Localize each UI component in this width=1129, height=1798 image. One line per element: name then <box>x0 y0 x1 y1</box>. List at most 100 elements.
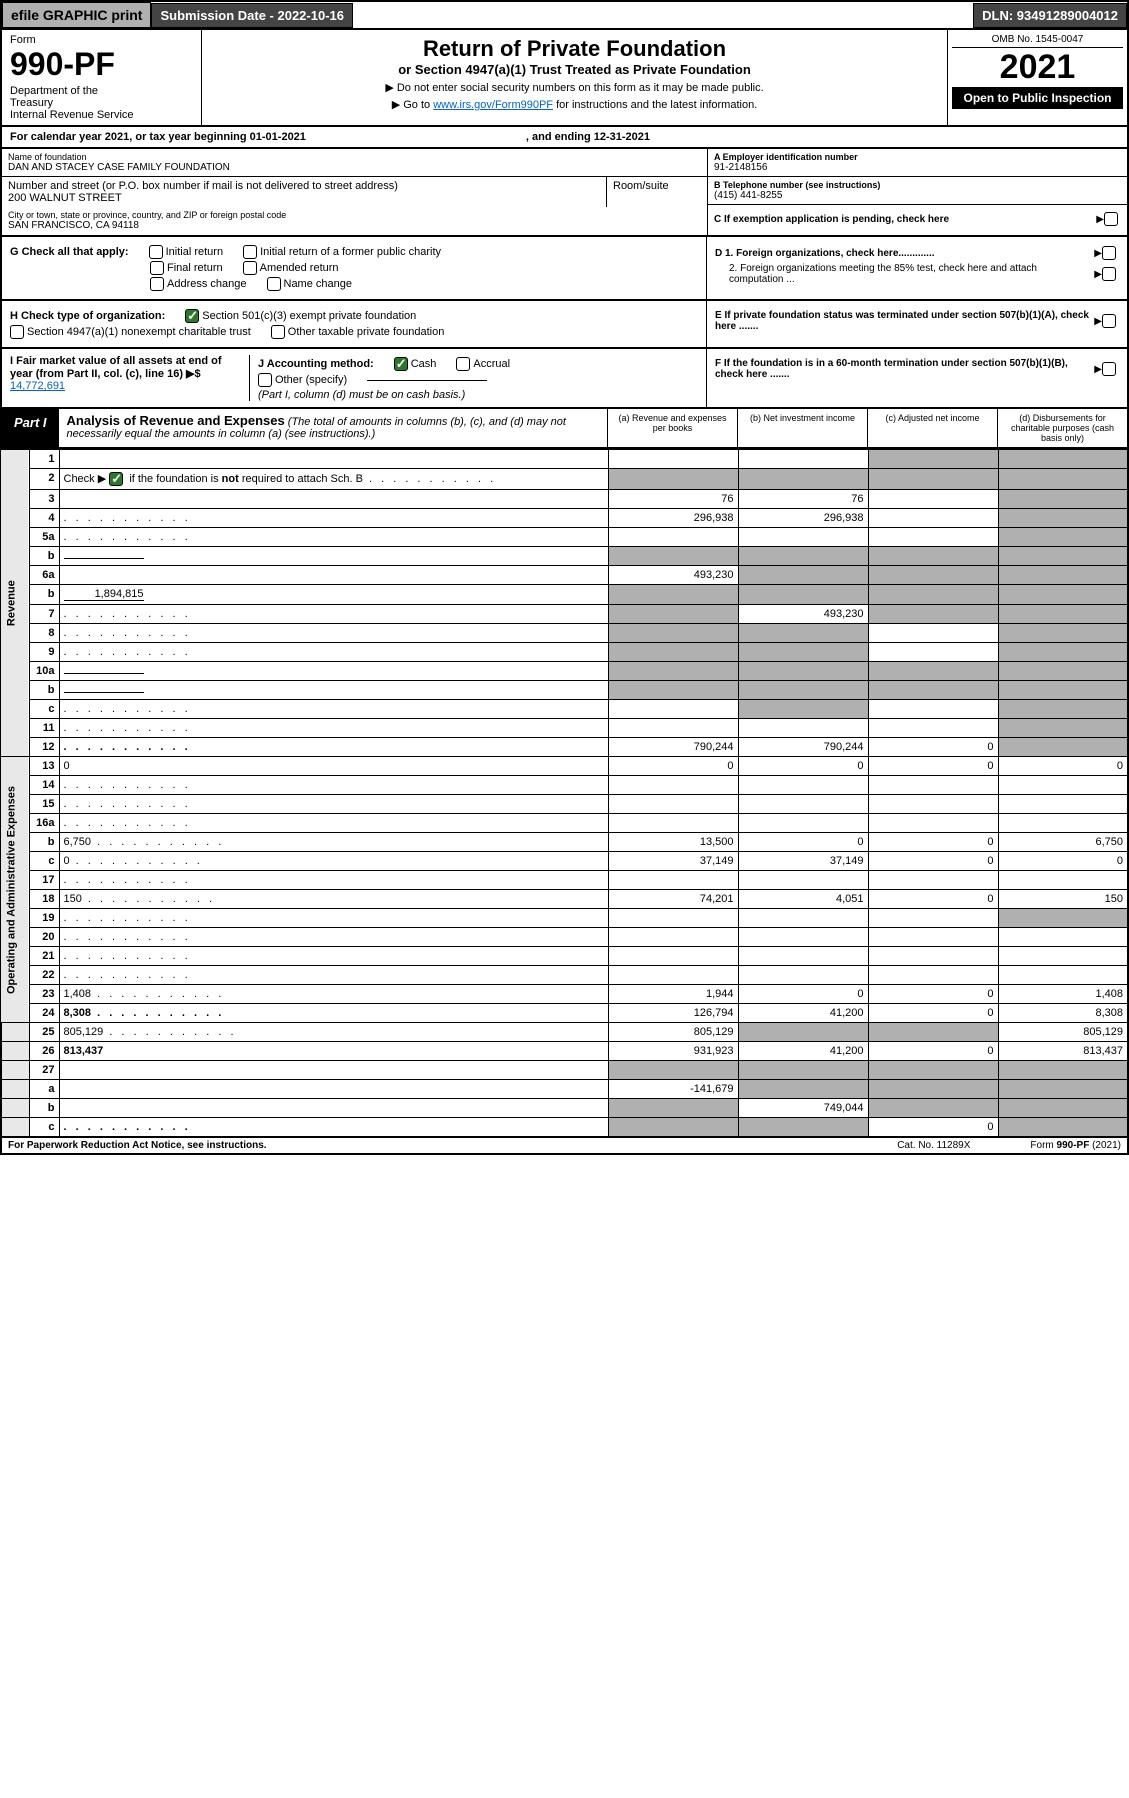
amount-cell <box>868 490 998 509</box>
amount-cell <box>868 624 998 643</box>
line-number: 8 <box>29 624 59 643</box>
ein-row: A Employer identification number 91-2148… <box>708 149 1127 177</box>
amount-cell <box>608 662 738 681</box>
footer: For Paperwork Reduction Act Notice, see … <box>0 1138 1129 1155</box>
amount-cell <box>998 643 1128 662</box>
amount-cell <box>998 719 1128 738</box>
revenue-label: Revenue <box>1 450 29 757</box>
line-desc <box>59 662 608 681</box>
form990pf-link[interactable]: www.irs.gov/Form990PF <box>433 99 553 111</box>
foundation-name-row: Name of foundation DAN AND STACEY CASE F… <box>2 149 707 177</box>
checkbox-cash[interactable] <box>394 357 408 371</box>
line-desc <box>59 643 608 662</box>
table-row: 10a <box>1 662 1128 681</box>
amount-cell <box>608 547 738 566</box>
checkbox-501c3[interactable] <box>185 309 199 323</box>
footer-form: Form 990-PF (2021) <box>1030 1140 1121 1151</box>
col-c-header: (c) Adjusted net income <box>867 409 997 447</box>
table-row: 7 493,230 <box>1 605 1128 624</box>
checkbox-c[interactable] <box>1104 212 1118 226</box>
line-desc: 805,129 <box>59 1023 608 1042</box>
checkbox-namechange[interactable] <box>267 277 281 291</box>
amount-cell <box>738 450 868 469</box>
amount-cell <box>868 966 998 985</box>
section-ij: I Fair market value of all assets at end… <box>0 349 1129 409</box>
checkbox-other-tax[interactable] <box>271 325 285 339</box>
line-number: 14 <box>29 776 59 795</box>
line-number: b <box>29 1099 59 1118</box>
checkbox-initial[interactable] <box>149 245 163 259</box>
amount-cell <box>608 947 738 966</box>
section-h: H Check type of organization: Section 50… <box>0 301 1129 349</box>
amount-cell: -141,679 <box>608 1080 738 1099</box>
line-number: c <box>29 700 59 719</box>
note-goto: ▶ Go to www.irs.gov/Form990PF for instru… <box>208 98 941 111</box>
amount-cell <box>738 547 868 566</box>
amount-cell <box>738 681 868 700</box>
amount-cell <box>608 1118 738 1138</box>
footer-catno: Cat. No. 11289X <box>897 1140 970 1151</box>
tax-year: 2021 <box>952 48 1123 87</box>
amount-cell: 74,201 <box>608 890 738 909</box>
efile-print-button[interactable]: efile GRAPHIC print <box>2 2 151 28</box>
amount-cell <box>868 871 998 890</box>
amount-cell: 296,938 <box>738 509 868 528</box>
line-desc <box>59 681 608 700</box>
amount-cell <box>608 585 738 605</box>
amount-cell <box>738 795 868 814</box>
checkbox-address[interactable] <box>150 277 164 291</box>
line-desc <box>59 566 608 585</box>
line-desc <box>59 719 608 738</box>
line-desc <box>59 738 608 757</box>
fmv-value[interactable]: 14,772,691 <box>10 380 65 392</box>
amount-cell <box>868 681 998 700</box>
amount-cell <box>998 509 1128 528</box>
checkbox-d1[interactable] <box>1102 246 1116 260</box>
amount-cell <box>608 928 738 947</box>
table-row: 21 <box>1 947 1128 966</box>
line-desc <box>59 947 608 966</box>
amount-cell: 493,230 <box>738 605 868 624</box>
amount-cell <box>868 509 998 528</box>
amount-cell <box>868 585 998 605</box>
checkbox-schb[interactable] <box>109 472 123 486</box>
amount-cell <box>998 966 1128 985</box>
line-desc: Check ▶ if the foundation is not require… <box>59 469 608 490</box>
checkbox-e[interactable] <box>1102 314 1116 328</box>
line-desc <box>59 624 608 643</box>
line-number: 18 <box>29 890 59 909</box>
address-row: Number and street (or P.O. box number if… <box>2 177 707 207</box>
amount-cell <box>738 719 868 738</box>
line-desc <box>59 909 608 928</box>
note-ssn: ▶ Do not enter social security numbers o… <box>208 81 941 94</box>
checkbox-d2[interactable] <box>1102 267 1116 281</box>
amount-cell <box>998 624 1128 643</box>
amount-cell <box>868 814 998 833</box>
amount-cell <box>608 605 738 624</box>
checkbox-final[interactable] <box>150 261 164 275</box>
g-left: G Check all that apply: Initial return I… <box>2 237 707 299</box>
amount-cell <box>998 547 1128 566</box>
checkbox-accrual[interactable] <box>456 357 470 371</box>
table-row: 15 <box>1 795 1128 814</box>
line-number: 4 <box>29 509 59 528</box>
line-number: b <box>29 585 59 605</box>
amount-cell <box>998 776 1128 795</box>
line-desc: 813,437 <box>59 1042 608 1061</box>
amount-cell: 13,500 <box>608 833 738 852</box>
h-left: H Check type of organization: Section 50… <box>2 301 707 347</box>
line-number: 7 <box>29 605 59 624</box>
amount-cell <box>868 776 998 795</box>
table-row: 37676 <box>1 490 1128 509</box>
checkbox-initial-former[interactable] <box>243 245 257 259</box>
checkbox-other-method[interactable] <box>258 373 272 387</box>
amount-cell: 4,051 <box>738 890 868 909</box>
line-desc: 0 <box>59 852 608 871</box>
checkbox-f[interactable] <box>1102 362 1116 376</box>
arrow-icon: ▶ <box>1094 269 1102 280</box>
checkbox-amended[interactable] <box>243 261 257 275</box>
checkbox-4947[interactable] <box>10 325 24 339</box>
line-desc <box>59 1118 608 1138</box>
line-number: 6a <box>29 566 59 585</box>
amount-cell: 805,129 <box>608 1023 738 1042</box>
